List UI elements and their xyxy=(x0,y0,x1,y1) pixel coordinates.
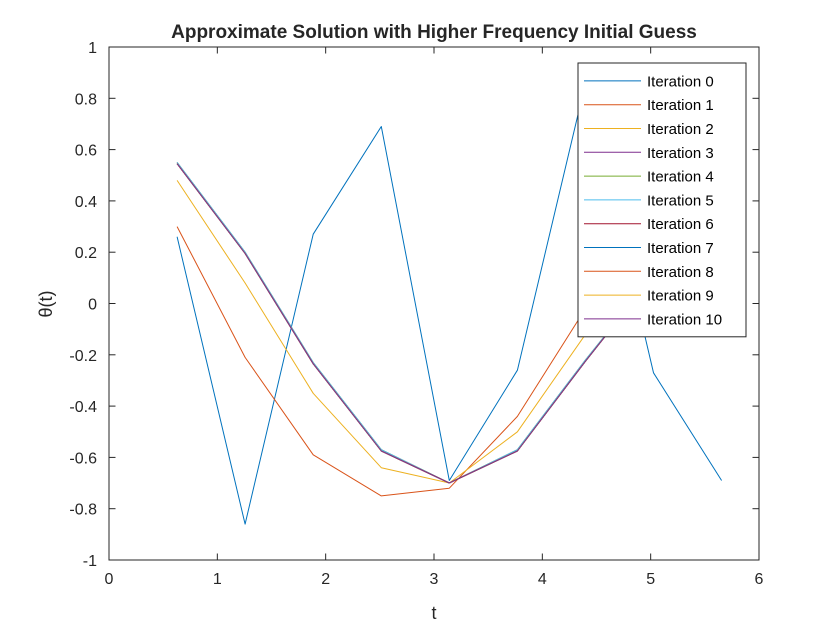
series-line-1 xyxy=(176,226,586,497)
x-tick-label: 3 xyxy=(430,571,439,588)
legend-label-6: Iteration 6 xyxy=(647,216,714,233)
y-tick-label: -1 xyxy=(83,553,97,570)
legend-label-2: Iteration 2 xyxy=(647,121,714,138)
y-tick-label: 0 xyxy=(88,297,97,314)
series-line-2 xyxy=(176,180,586,484)
y-tick-label: 0.4 xyxy=(75,194,97,211)
y-tick-label: -0.8 xyxy=(69,502,97,519)
y-tick-label: 0.6 xyxy=(75,143,97,160)
series-layer xyxy=(176,82,723,525)
x-tick-label: 5 xyxy=(646,571,655,588)
y-axis-label: θ(t) xyxy=(36,291,56,318)
legend-label-0: Iteration 0 xyxy=(647,73,714,90)
legend-label-4: Iteration 4 xyxy=(647,169,714,186)
x-axis-label: t xyxy=(431,603,436,623)
series-line-10 xyxy=(176,163,654,484)
y-tick-label: 0.8 xyxy=(75,91,97,108)
axes-layer: 0 1 2 3 4 5 6 1 0.8 0.6 0.4 0.2 0 -0.2 -0.4 -0.6 -0.8 -1 xyxy=(69,40,763,588)
y-tick-label: 0.2 xyxy=(75,245,97,262)
chart-title: Approximate Solution with Higher Frequen… xyxy=(171,22,697,43)
legend-label-8: Iteration 8 xyxy=(647,264,714,281)
x-tick-label: 0 xyxy=(105,571,114,588)
legend-label-3: Iteration 3 xyxy=(647,145,714,162)
x-tick-label: 6 xyxy=(755,571,764,588)
legend-label-9: Iteration 9 xyxy=(647,288,714,305)
legend-label-5: Iteration 5 xyxy=(647,192,714,209)
y-tick-label: -0.6 xyxy=(69,450,97,467)
x-tick-label: 4 xyxy=(538,571,547,588)
y-tick-label: 1 xyxy=(88,40,97,57)
legend: Iteration 0 Iteration 1 Iteration 2 Iterati… xyxy=(577,62,747,338)
x-tick-label: 1 xyxy=(213,571,222,588)
y-tick-label: -0.2 xyxy=(69,348,97,365)
x-tick-label: 2 xyxy=(321,571,330,588)
legend-label-1: Iteration 1 xyxy=(647,97,714,114)
y-tick-label: -0.4 xyxy=(69,399,97,416)
series-line-5 xyxy=(176,162,654,484)
legend-label-10: Iteration 10 xyxy=(647,311,722,328)
legend-label-7: Iteration 7 xyxy=(647,240,714,257)
